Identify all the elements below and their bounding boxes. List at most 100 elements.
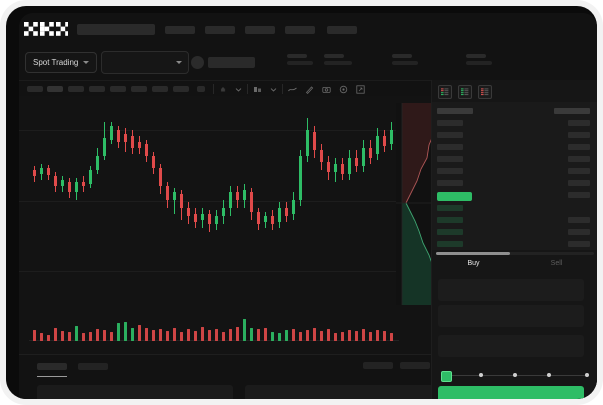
orderbook-row[interactable] <box>437 120 463 126</box>
toolbar-chip-5[interactable] <box>110 86 126 92</box>
pencil-icon[interactable] <box>305 85 314 94</box>
toolbar-chip-4[interactable] <box>89 86 105 92</box>
candle-body <box>61 180 64 186</box>
orderbook-row[interactable] <box>437 156 463 162</box>
candle-body <box>362 148 365 166</box>
candle-body <box>173 192 176 200</box>
order-amount-field[interactable] <box>438 305 584 327</box>
orderbook-row[interactable] <box>437 144 463 150</box>
candle-body <box>264 216 267 222</box>
orderbook-row[interactable] <box>437 180 463 186</box>
volume-bar <box>194 331 197 341</box>
chevron-down-icon[interactable] <box>234 85 243 94</box>
orderbook-row[interactable] <box>437 108 473 114</box>
nav-item-3[interactable] <box>245 26 275 34</box>
candle-body <box>390 130 393 144</box>
okx-logo[interactable] <box>24 22 68 36</box>
nav-item-1[interactable] <box>165 26 195 34</box>
volume-series <box>19 301 431 349</box>
bottom-tab-1[interactable] <box>37 363 67 370</box>
candle-body <box>110 126 113 140</box>
settings-icon[interactable] <box>339 85 348 94</box>
fullscreen-icon[interactable] <box>356 85 365 94</box>
nav-item-4[interactable] <box>285 26 315 34</box>
order-price-field[interactable] <box>438 279 584 301</box>
orders-content-block-1 <box>37 385 233 399</box>
candle-body <box>278 208 281 222</box>
toolbar-chip-8[interactable] <box>173 86 189 92</box>
candle-body <box>187 208 190 216</box>
orderbook-view-asks-icon[interactable] <box>478 85 492 99</box>
candle-body <box>341 164 344 174</box>
indicators-icon[interactable]: ıllı <box>220 85 229 94</box>
slider-handle[interactable] <box>441 371 452 382</box>
slider-stop-25[interactable] <box>479 373 483 377</box>
product-type-button[interactable]: Spot Trading <box>25 52 98 73</box>
orderbook-scrollbar[interactable] <box>436 252 594 255</box>
candle-body <box>194 214 197 222</box>
orderbook-row[interactable] <box>437 168 463 174</box>
nav-item-2[interactable] <box>205 26 235 34</box>
bottom-tab-2[interactable] <box>78 363 108 370</box>
amount-slider[interactable] <box>441 371 591 382</box>
orderbook-row[interactable] <box>437 192 472 201</box>
orderbook-row[interactable] <box>437 132 463 138</box>
volume-bar <box>229 329 232 341</box>
candle-body <box>236 192 239 200</box>
candle-body <box>117 130 120 142</box>
tab-buy[interactable]: Buy <box>467 260 480 267</box>
toolbar-chip-9[interactable] <box>197 86 205 92</box>
volume-bar <box>306 330 309 341</box>
volume-bar <box>159 329 162 341</box>
bottom-action-1[interactable] <box>363 362 393 369</box>
line-tool-icon[interactable] <box>288 85 297 94</box>
orderbook-row-value <box>568 180 590 186</box>
toolbar-chip-7[interactable] <box>152 86 168 92</box>
order-book[interactable] <box>432 102 597 250</box>
orderbook-row-value <box>568 229 590 235</box>
volume-bar <box>348 330 351 341</box>
orderbook-row-value <box>568 120 590 126</box>
order-total-field[interactable] <box>438 335 584 357</box>
chevron-down-icon[interactable] <box>269 85 278 94</box>
slider-stop-75[interactable] <box>547 373 551 377</box>
candlestick-chart[interactable] <box>19 96 431 354</box>
toolbar-chip-1[interactable] <box>27 86 43 92</box>
bottom-action-2[interactable] <box>400 362 430 369</box>
tab-sell[interactable]: Sell <box>550 260 563 267</box>
volume-bar <box>264 328 267 341</box>
chevron-down-icon <box>83 61 90 64</box>
candle-body <box>306 130 309 156</box>
orderbook-row[interactable] <box>437 205 463 211</box>
market-stat-1 <box>287 54 313 65</box>
toolbar-chip-2[interactable] <box>47 86 63 92</box>
volume-bar <box>173 328 176 341</box>
volume-bar <box>110 332 113 341</box>
toolbar-chip-3[interactable] <box>68 86 84 92</box>
volume-bar <box>278 333 281 341</box>
nav-item-5[interactable] <box>327 26 357 34</box>
orderbook-row[interactable] <box>437 229 463 235</box>
orders-panel <box>19 354 437 399</box>
compare-icon[interactable] <box>253 85 262 94</box>
pair-select[interactable] <box>101 51 189 74</box>
orderbook-view-bids-icon[interactable] <box>458 85 472 99</box>
submit-buy-button[interactable] <box>438 386 584 399</box>
search-input[interactable] <box>77 24 155 35</box>
candle-body <box>47 168 50 175</box>
volume-bar <box>299 332 302 341</box>
volume-bar <box>292 329 295 341</box>
market-stat-4 <box>466 54 492 65</box>
volume-bar <box>61 331 64 341</box>
slider-stop-50[interactable] <box>513 373 517 377</box>
orderbook-row-value <box>568 192 590 198</box>
orderbook-row[interactable] <box>437 241 463 247</box>
orderbook-view-both-icon[interactable] <box>438 85 452 99</box>
slider-stop-100[interactable] <box>585 373 589 377</box>
toolbar-chip-6[interactable] <box>131 86 147 92</box>
volume-bar <box>334 333 337 341</box>
volume-bar <box>222 332 225 341</box>
camera-icon[interactable] <box>322 85 331 94</box>
orderbook-row[interactable] <box>437 217 463 223</box>
candle-body <box>145 144 148 156</box>
